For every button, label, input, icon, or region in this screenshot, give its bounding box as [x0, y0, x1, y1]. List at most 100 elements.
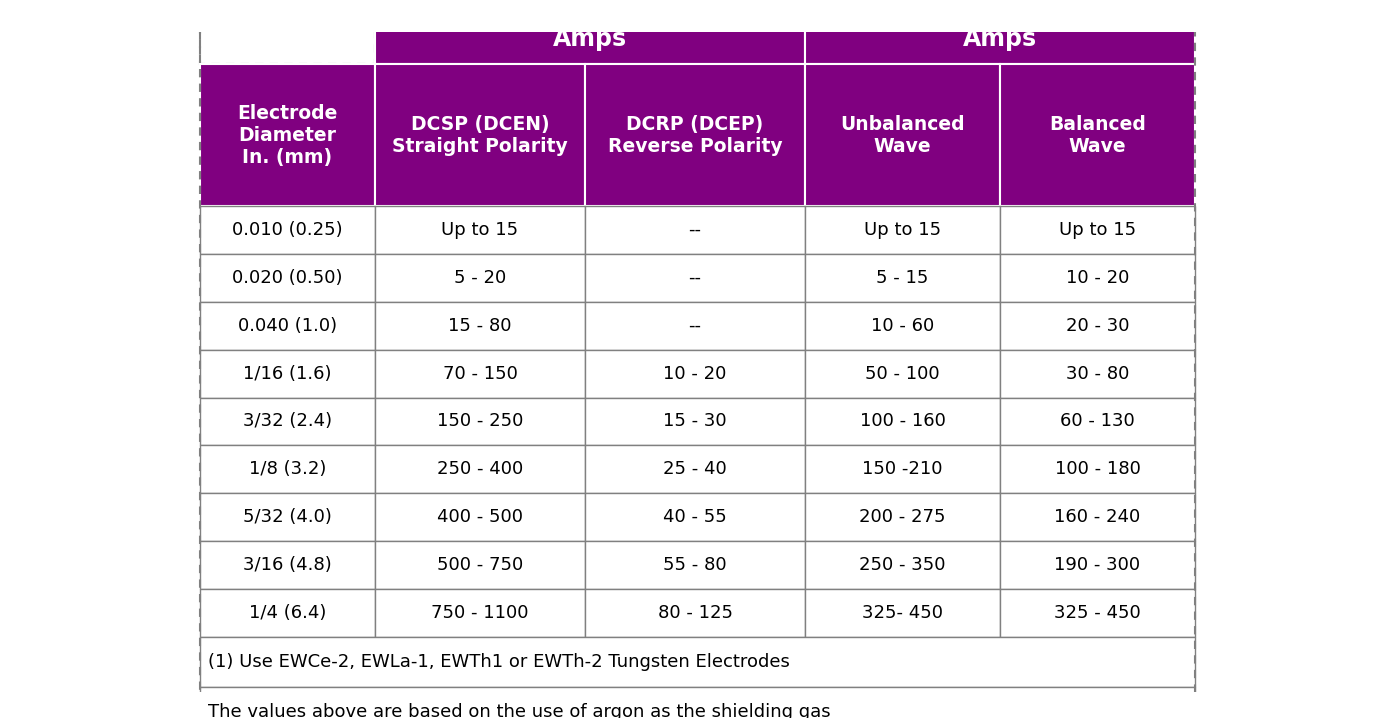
Text: The values above are based on the use of argon as the shielding gas: The values above are based on the use of…: [208, 704, 830, 718]
Text: 100 - 160: 100 - 160: [859, 412, 946, 430]
Bar: [1000, 445, 1196, 493]
Text: 10 - 60: 10 - 60: [870, 317, 935, 335]
Bar: [1000, 493, 1196, 541]
Bar: [199, 64, 375, 206]
Text: 15 - 80: 15 - 80: [448, 317, 512, 335]
Bar: [585, 445, 805, 493]
Text: DCSP (DCEN)
Straight Polarity: DCSP (DCEN) Straight Polarity: [392, 115, 568, 156]
Text: 60 - 130: 60 - 130: [1060, 412, 1136, 430]
Bar: [585, 493, 805, 541]
Bar: [199, 398, 375, 445]
Bar: [805, 589, 1000, 637]
Bar: [375, 0, 805, 64]
Text: 15 - 30: 15 - 30: [663, 412, 727, 430]
Text: 3/16 (4.8): 3/16 (4.8): [243, 556, 332, 574]
Bar: [199, 0, 1196, 718]
Text: 5 - 15: 5 - 15: [876, 269, 929, 287]
Text: 150 -210: 150 -210: [862, 460, 943, 478]
Text: 80 - 125: 80 - 125: [657, 604, 732, 622]
Text: 3/32 (2.4): 3/32 (2.4): [243, 412, 332, 430]
Bar: [585, 206, 805, 254]
Text: 5 - 20: 5 - 20: [453, 269, 506, 287]
Text: Up to 15: Up to 15: [864, 221, 942, 239]
Text: --: --: [689, 317, 702, 335]
Text: 10 - 20: 10 - 20: [1066, 269, 1129, 287]
Text: 325- 450: 325- 450: [862, 604, 943, 622]
Text: 750 - 1100: 750 - 1100: [431, 604, 529, 622]
Text: --: --: [689, 269, 702, 287]
Text: Balanced
Wave: Balanced Wave: [1049, 115, 1145, 156]
Text: 1/4 (6.4): 1/4 (6.4): [248, 604, 326, 622]
Text: 25 - 40: 25 - 40: [663, 460, 727, 478]
Bar: [805, 398, 1000, 445]
Bar: [805, 0, 1196, 64]
Text: 160 - 240: 160 - 240: [1055, 508, 1141, 526]
Bar: [805, 64, 1000, 206]
Text: 200 - 275: 200 - 275: [859, 508, 946, 526]
Bar: [585, 302, 805, 350]
Bar: [375, 398, 585, 445]
Bar: [199, 254, 375, 302]
Bar: [199, 493, 375, 541]
Bar: [375, 541, 585, 589]
Text: 150 - 250: 150 - 250: [437, 412, 523, 430]
Text: 30 - 80: 30 - 80: [1066, 365, 1129, 383]
Bar: [585, 64, 805, 206]
Bar: [585, 254, 805, 302]
Bar: [585, 589, 805, 637]
Text: 1/16 (1.6): 1/16 (1.6): [243, 365, 332, 383]
Bar: [199, 687, 1196, 718]
Bar: [375, 445, 585, 493]
Bar: [1000, 541, 1196, 589]
Text: 250 - 400: 250 - 400: [437, 460, 523, 478]
Bar: [199, 541, 375, 589]
Bar: [375, 206, 585, 254]
Text: (1) Use EWCe-2, EWLa-1, EWTh1 or EWTh-2 Tungsten Electrodes: (1) Use EWCe-2, EWLa-1, EWTh1 or EWTh-2 …: [208, 653, 790, 671]
Bar: [199, 206, 375, 254]
Text: 20 - 30: 20 - 30: [1066, 317, 1129, 335]
Bar: [805, 302, 1000, 350]
Text: DCRP (DCEP)
Reverse Polarity: DCRP (DCEP) Reverse Polarity: [608, 115, 783, 156]
Bar: [199, 0, 375, 64]
Text: Up to 15: Up to 15: [441, 221, 519, 239]
Text: 400 - 500: 400 - 500: [437, 508, 523, 526]
Text: 1/8 (3.2): 1/8 (3.2): [248, 460, 326, 478]
Text: Unbalanced
Wave: Unbalanced Wave: [840, 115, 965, 156]
Text: 190 - 300: 190 - 300: [1055, 556, 1141, 574]
Bar: [1000, 350, 1196, 398]
Bar: [375, 254, 585, 302]
Bar: [1000, 398, 1196, 445]
Bar: [585, 398, 805, 445]
Text: --: --: [689, 221, 702, 239]
Bar: [375, 589, 585, 637]
Bar: [1000, 302, 1196, 350]
Text: 0.040 (1.0): 0.040 (1.0): [239, 317, 338, 335]
Bar: [375, 350, 585, 398]
Bar: [805, 493, 1000, 541]
Bar: [199, 445, 375, 493]
Text: ALTERNATING CURRENT
Amps: ALTERNATING CURRENT Amps: [844, 0, 1156, 51]
Text: Up to 15: Up to 15: [1059, 221, 1136, 239]
Text: 70 - 150: 70 - 150: [442, 365, 518, 383]
Bar: [805, 350, 1000, 398]
Text: 0.020 (0.50): 0.020 (0.50): [232, 269, 343, 287]
Text: 40 - 55: 40 - 55: [663, 508, 727, 526]
Text: 250 - 350: 250 - 350: [859, 556, 946, 574]
Bar: [805, 445, 1000, 493]
Text: 0.010 (0.25): 0.010 (0.25): [232, 221, 343, 239]
Text: Electrode
Diameter
In. (mm): Electrode Diameter In. (mm): [237, 103, 338, 167]
Text: 100 - 180: 100 - 180: [1055, 460, 1141, 478]
Bar: [375, 493, 585, 541]
Bar: [1000, 589, 1196, 637]
Bar: [1000, 254, 1196, 302]
Text: DIRECT CURRENT
Amps: DIRECT CURRENT Amps: [476, 0, 704, 51]
Text: 500 - 750: 500 - 750: [437, 556, 523, 574]
Bar: [199, 637, 1196, 687]
Bar: [199, 589, 375, 637]
Bar: [805, 254, 1000, 302]
Bar: [1000, 64, 1196, 206]
Text: 5/32 (4.0): 5/32 (4.0): [243, 508, 332, 526]
Bar: [375, 64, 585, 206]
Text: 50 - 100: 50 - 100: [865, 365, 940, 383]
Bar: [805, 541, 1000, 589]
